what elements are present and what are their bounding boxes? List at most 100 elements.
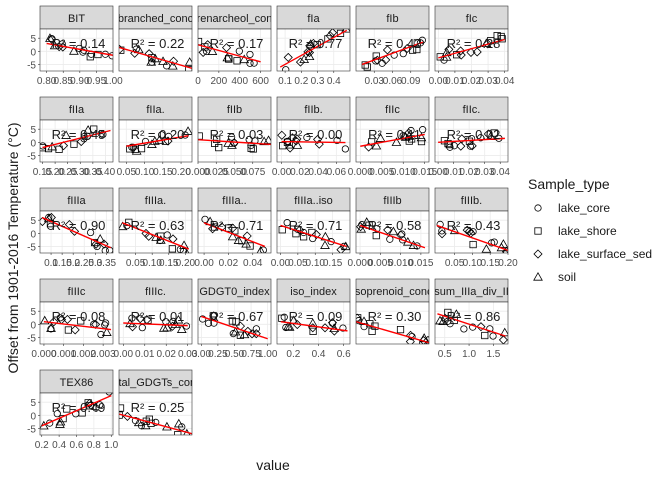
x-tick-label: 0.00 [428,167,448,178]
data-point [418,36,426,44]
y-tick-label: 0 [30,47,36,58]
data-point [181,131,189,139]
data-point [444,308,452,317]
data-point [295,225,305,235]
facet-strip-label: fIIc. [463,104,481,116]
data-point [77,317,85,325]
data-point [64,220,74,230]
data-point [163,62,171,70]
data-point [467,141,477,151]
x-tick-label: 0.010 [391,167,416,178]
facet-iso-index: iso_index R² = 0.09 0.2 0.4 0.6 [276,278,351,360]
r-squared-annotation: R² = 0.30 [368,309,422,324]
data-point [133,417,144,427]
data-point [221,43,232,53]
r-squared-annotation: R² = 0.00 [289,127,343,142]
data-point [303,133,311,142]
x-tick-label: 0.85 [53,76,73,87]
data-point [101,327,112,336]
x-tick-label: 0.3 [311,76,325,87]
data-point [483,39,493,49]
x-tick-label: 0.000 [348,167,373,178]
regression-line [360,133,425,147]
data-point [304,51,315,61]
data-point [311,229,321,240]
x-tick-label: 0.75 [241,349,261,360]
data-point [446,320,454,328]
data-point [481,331,489,340]
y-tick-label: 0 [30,320,36,331]
data-point [320,240,330,249]
panel-border [276,119,351,163]
r-squared-annotation: R² = 0.86 [447,309,501,324]
data-point [299,228,308,237]
y-tick-label: -5 [27,151,36,162]
data-point [229,330,237,338]
regression-line [41,216,112,249]
data-point [55,419,65,428]
data-point [489,332,497,340]
facet-strip-label: fIIIa. [145,195,166,207]
data-point [228,317,236,325]
data-point [48,35,56,43]
x-tick-label: 0.00 [192,349,212,360]
x-tick-label: 0.015 [408,258,433,269]
data-point [243,326,253,336]
facet-fiib: fIIb. R² = 0.00 0.000.020.040.06 [272,96,351,178]
panel-border [39,28,114,72]
data-point [99,130,107,139]
data-point [93,242,101,251]
r-squared-annotation: R² = 0.25 [131,400,185,415]
facet-fiiib: fIIIb. R² = 0.43 0.050.100.150.20 [434,187,518,269]
r-squared-annotation: R² = 0.71 [210,218,264,233]
data-point [79,48,87,56]
regression-line [281,140,346,144]
legend-item-lake-surface-sed: lake_surface_sed [528,244,668,267]
facet-strip-label: TEX86 [60,377,94,389]
x-tick-label: 0.01 [445,76,465,87]
data-points [278,219,350,253]
data-point [198,47,208,57]
data-points [125,314,191,333]
data-point [58,141,69,151]
x-tick-label: 0.20 [498,258,518,269]
data-point [263,135,271,144]
legend-key-circle-icon [534,204,542,212]
data-point [179,247,188,253]
r-squared-annotation: R² = 0.77 [289,36,343,51]
facet-strip-label: fIIIb. [461,195,482,207]
legend-marker [534,227,542,235]
x-tick-label: 1.0 [462,349,476,360]
data-point [444,139,452,148]
data-point [87,228,95,237]
legend-marker [533,271,543,281]
data-point [83,125,93,134]
x-tick-label: 0.10 [463,258,483,269]
regression-line [201,315,268,340]
facet-branched-conc: branched_conc R² = 0.22 [118,5,193,72]
x-tick-label: 0.8 [87,440,101,451]
data-point [246,59,254,67]
data-point [147,139,157,148]
data-point [43,213,54,223]
data-point [252,325,260,333]
data-points [436,220,508,253]
facet-fiia: fIIa. R² = 0.20 0.050.100.150.20 [117,96,193,178]
x-tick-label: 0 [195,76,201,87]
legend-marker [534,204,542,212]
x-tick-label: 0.06 [327,167,347,178]
regression-line [280,224,347,248]
x-tick-label: 0.80 [37,76,57,87]
y-tick-label: 0 [30,229,36,240]
data-point [224,55,233,63]
data-point [341,145,349,153]
data-point [405,337,415,344]
data-point [438,316,448,326]
data-point [449,225,460,235]
y-tick-label: 5 [30,216,36,227]
data-point [256,245,265,253]
data-point [119,404,125,412]
